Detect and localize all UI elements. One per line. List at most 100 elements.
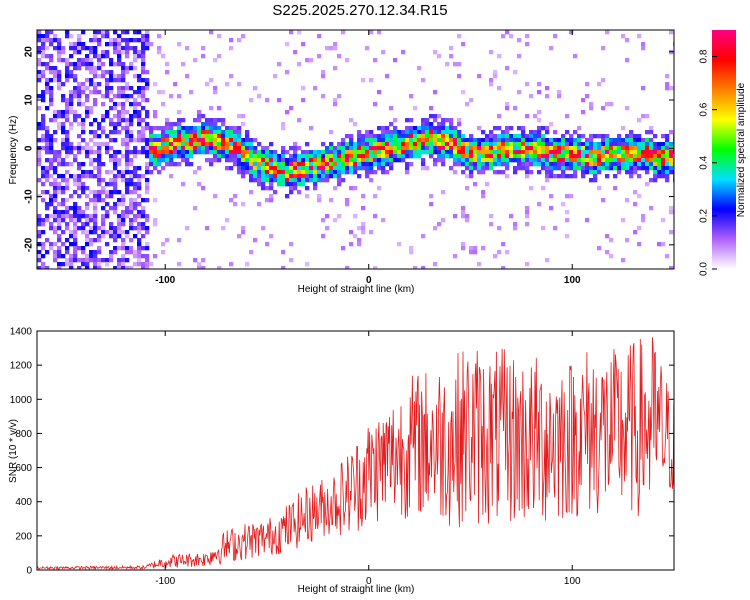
heatmap-cell xyxy=(101,70,106,75)
heatmap-cell xyxy=(37,178,42,183)
heatmap-cell xyxy=(85,262,90,267)
heatmap-cell xyxy=(389,158,394,163)
heatmap-cell xyxy=(369,154,374,159)
heatmap-cell xyxy=(493,254,498,259)
heatmap-cell xyxy=(85,46,90,51)
heatmap-cell xyxy=(633,170,638,175)
heatmap-cell xyxy=(441,162,446,167)
heatmap-cell xyxy=(669,150,674,155)
heatmap-cell xyxy=(481,246,486,251)
heatmap-cell xyxy=(193,170,198,175)
heatmap-cell xyxy=(305,194,310,199)
heatmap-cell xyxy=(109,222,114,227)
heatmap-cell xyxy=(601,78,606,83)
heatmap-cell xyxy=(49,202,54,207)
heatmap-cell xyxy=(625,138,630,143)
heatmap-cell xyxy=(313,166,318,171)
heatmap-cell xyxy=(533,146,538,151)
heatmap-cell xyxy=(489,138,494,143)
heatmap-cell xyxy=(285,178,290,183)
heatmap-cell xyxy=(509,158,514,163)
heatmap-cell xyxy=(49,158,54,163)
heatmap-cell xyxy=(173,162,178,167)
heatmap-cell xyxy=(145,126,150,131)
heatmap-cell xyxy=(361,206,366,211)
heatmap-cell xyxy=(441,138,446,143)
heatmap-cell xyxy=(113,122,118,127)
heatmap-cell xyxy=(541,146,546,151)
heatmap-cell xyxy=(605,162,610,167)
heatmap-cell xyxy=(605,30,610,35)
heatmap-cell xyxy=(573,154,578,159)
heatmap-cell xyxy=(205,158,210,163)
heatmap-cell xyxy=(113,50,118,55)
heatmap-cell xyxy=(153,150,158,155)
heatmap-cell xyxy=(121,138,126,143)
heatmap-cell xyxy=(69,46,74,51)
heatmap-cell xyxy=(305,150,310,155)
heatmap-cell xyxy=(373,138,378,143)
heatmap-cell xyxy=(485,142,490,147)
heatmap-cell xyxy=(601,198,606,203)
heatmap-cell xyxy=(129,102,134,107)
heatmap-cell xyxy=(313,162,318,167)
heatmap-cell xyxy=(125,122,130,127)
heatmap-cell xyxy=(213,58,218,63)
heatmap-cell xyxy=(281,182,286,187)
heatmap-cell xyxy=(209,126,214,131)
heatmap-cell xyxy=(401,142,406,147)
heatmap-cell xyxy=(113,130,118,135)
heatmap-cell xyxy=(237,130,242,135)
heatmap-cell xyxy=(65,258,70,263)
heatmap-cell xyxy=(493,146,498,151)
heatmap-cell xyxy=(633,158,638,163)
heatmap-cell xyxy=(53,150,58,155)
heatmap-cell xyxy=(365,174,370,179)
heatmap-cell xyxy=(421,266,426,269)
heatmap-cell xyxy=(233,134,238,139)
heatmap-cell xyxy=(93,98,98,103)
heatmap-cell xyxy=(529,130,534,135)
heatmap-cell xyxy=(581,166,586,171)
heatmap-cell xyxy=(133,206,138,211)
heatmap-cell xyxy=(185,138,190,143)
heatmap-cell xyxy=(269,198,274,203)
heatmap-cell xyxy=(449,134,454,139)
heatmap-cell xyxy=(253,178,258,183)
heatmap-cell xyxy=(117,158,122,163)
heatmap-cell xyxy=(61,178,66,183)
heatmap-cell xyxy=(329,154,334,159)
heatmap-cell xyxy=(65,78,70,83)
heatmap-cell xyxy=(509,150,514,155)
heatmap-cell xyxy=(561,158,566,163)
y-tick-label: 1400 xyxy=(10,327,33,338)
heatmap-cell xyxy=(357,154,362,159)
heatmap-cell xyxy=(377,30,382,35)
heatmap-cell xyxy=(229,146,234,151)
heatmap-cell xyxy=(521,126,526,131)
heatmap-cell xyxy=(101,222,106,227)
heatmap-cell xyxy=(93,194,98,199)
heatmap-cell xyxy=(365,142,370,147)
heatmap-cell xyxy=(153,158,158,163)
heatmap-cell xyxy=(605,138,610,143)
heatmap-cell xyxy=(277,166,282,171)
heatmap-cell xyxy=(49,194,54,199)
heatmap-cell xyxy=(581,150,586,155)
heatmap-cell xyxy=(469,162,474,167)
heatmap-cell xyxy=(545,178,550,183)
heatmap-cell xyxy=(145,166,150,171)
heatmap-cell xyxy=(377,138,382,143)
heatmap-cell xyxy=(233,138,238,143)
heatmap-cell xyxy=(469,98,474,103)
heatmap-cell xyxy=(165,146,170,151)
heatmap-cell xyxy=(581,146,586,151)
heatmap-cell xyxy=(69,122,74,127)
heatmap-cell xyxy=(521,130,526,135)
heatmap-cell xyxy=(293,174,298,179)
heatmap-cell xyxy=(201,186,206,191)
heatmap-cell xyxy=(53,218,58,223)
heatmap-cell xyxy=(41,94,46,99)
heatmap-cell xyxy=(45,166,50,171)
heatmap-cell xyxy=(49,38,54,43)
